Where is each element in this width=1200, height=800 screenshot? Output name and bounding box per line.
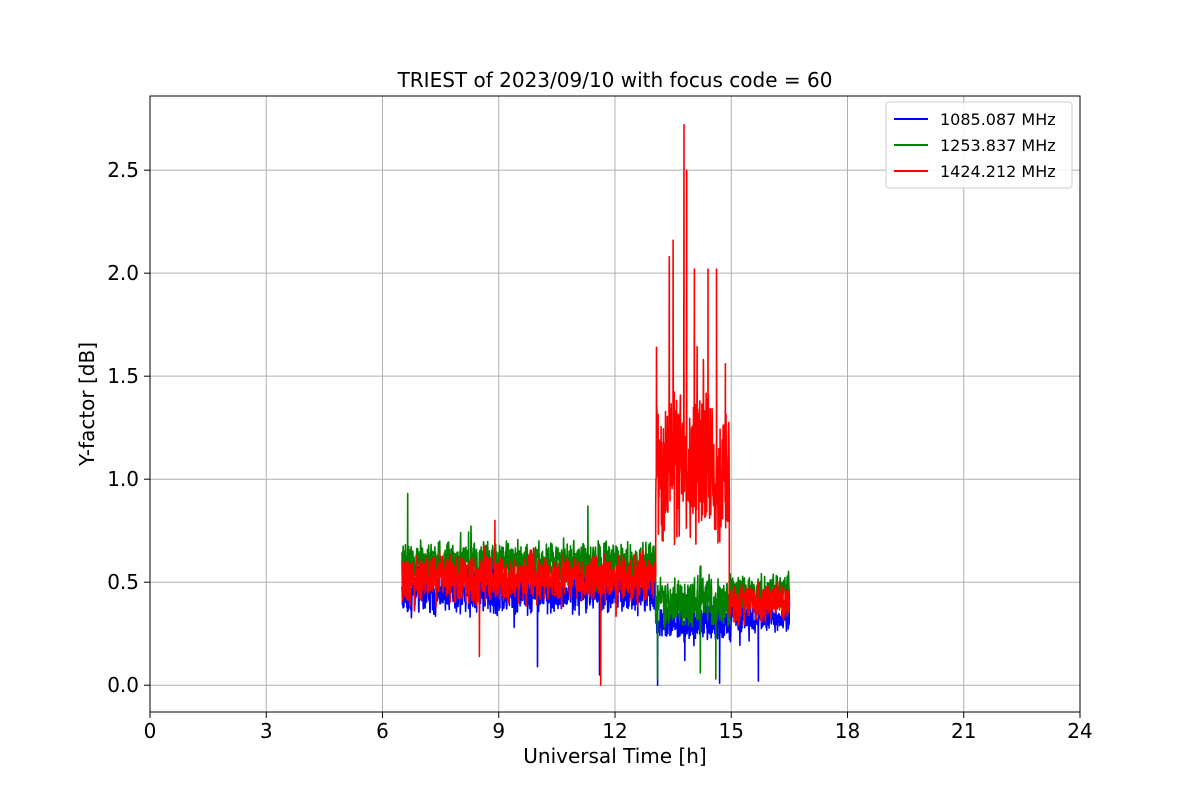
y-tick-label: 1.5	[107, 364, 139, 388]
y-tick-label: 2.0	[107, 261, 139, 285]
x-tick-label: 15	[719, 719, 744, 743]
y-tick-label: 0.5	[107, 570, 139, 594]
y-tick-label: 1.0	[107, 467, 139, 491]
x-tick-label: 18	[835, 719, 860, 743]
y-axis-label: Y-factor [dB]	[75, 342, 99, 467]
legend-label: 1085.087 MHz	[940, 110, 1056, 129]
y-tick-label: 0.0	[107, 673, 139, 697]
x-tick-label: 9	[492, 719, 505, 743]
x-tick-label: 3	[260, 719, 273, 743]
x-axis-label: Universal Time [h]	[523, 744, 706, 768]
chart-title: TRIEST of 2023/09/10 with focus code = 6…	[397, 68, 833, 92]
x-tick-label: 0	[144, 719, 157, 743]
x-tick-label: 12	[602, 719, 627, 743]
legend-label: 1253.837 MHz	[940, 136, 1056, 155]
y-tick-label: 2.5	[107, 158, 139, 182]
x-tick-label: 21	[951, 719, 976, 743]
legend: 1085.087 MHz 1253.837 MHz 1424.212 MHz	[886, 102, 1072, 188]
x-tick-label: 24	[1067, 719, 1092, 743]
x-tick-label: 6	[376, 719, 389, 743]
legend-label: 1424.212 MHz	[940, 162, 1056, 181]
